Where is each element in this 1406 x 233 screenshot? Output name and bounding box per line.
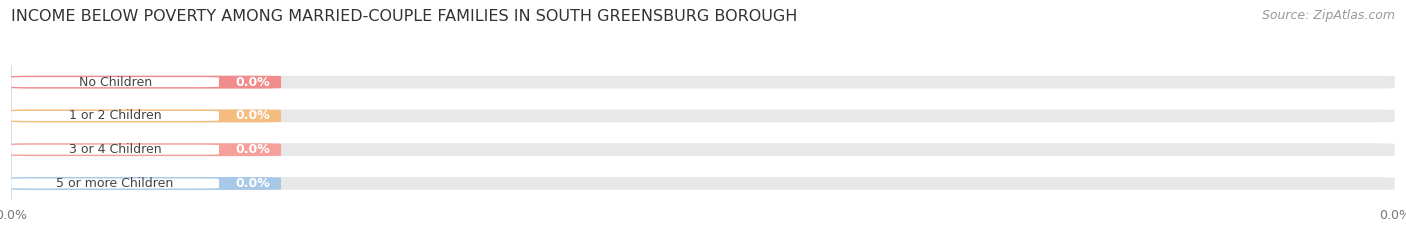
FancyBboxPatch shape: [11, 77, 219, 87]
FancyBboxPatch shape: [11, 76, 281, 89]
FancyBboxPatch shape: [11, 76, 1395, 89]
FancyBboxPatch shape: [11, 177, 1395, 190]
FancyBboxPatch shape: [11, 143, 281, 156]
Text: 0.0%: 0.0%: [235, 110, 270, 122]
Text: 0.0%: 0.0%: [235, 76, 270, 89]
Text: 0.0%: 0.0%: [235, 177, 270, 190]
FancyBboxPatch shape: [11, 111, 219, 121]
Text: INCOME BELOW POVERTY AMONG MARRIED-COUPLE FAMILIES IN SOUTH GREENSBURG BOROUGH: INCOME BELOW POVERTY AMONG MARRIED-COUPL…: [11, 9, 797, 24]
FancyBboxPatch shape: [11, 177, 281, 190]
Text: No Children: No Children: [79, 76, 152, 89]
FancyBboxPatch shape: [11, 178, 219, 188]
FancyBboxPatch shape: [11, 110, 281, 122]
Text: 0.0%: 0.0%: [235, 143, 270, 156]
Text: 3 or 4 Children: 3 or 4 Children: [69, 143, 162, 156]
FancyBboxPatch shape: [11, 143, 1395, 156]
Text: 5 or more Children: 5 or more Children: [56, 177, 174, 190]
FancyBboxPatch shape: [11, 145, 219, 155]
Text: Source: ZipAtlas.com: Source: ZipAtlas.com: [1261, 9, 1395, 22]
Text: 1 or 2 Children: 1 or 2 Children: [69, 110, 162, 122]
FancyBboxPatch shape: [11, 110, 1395, 122]
